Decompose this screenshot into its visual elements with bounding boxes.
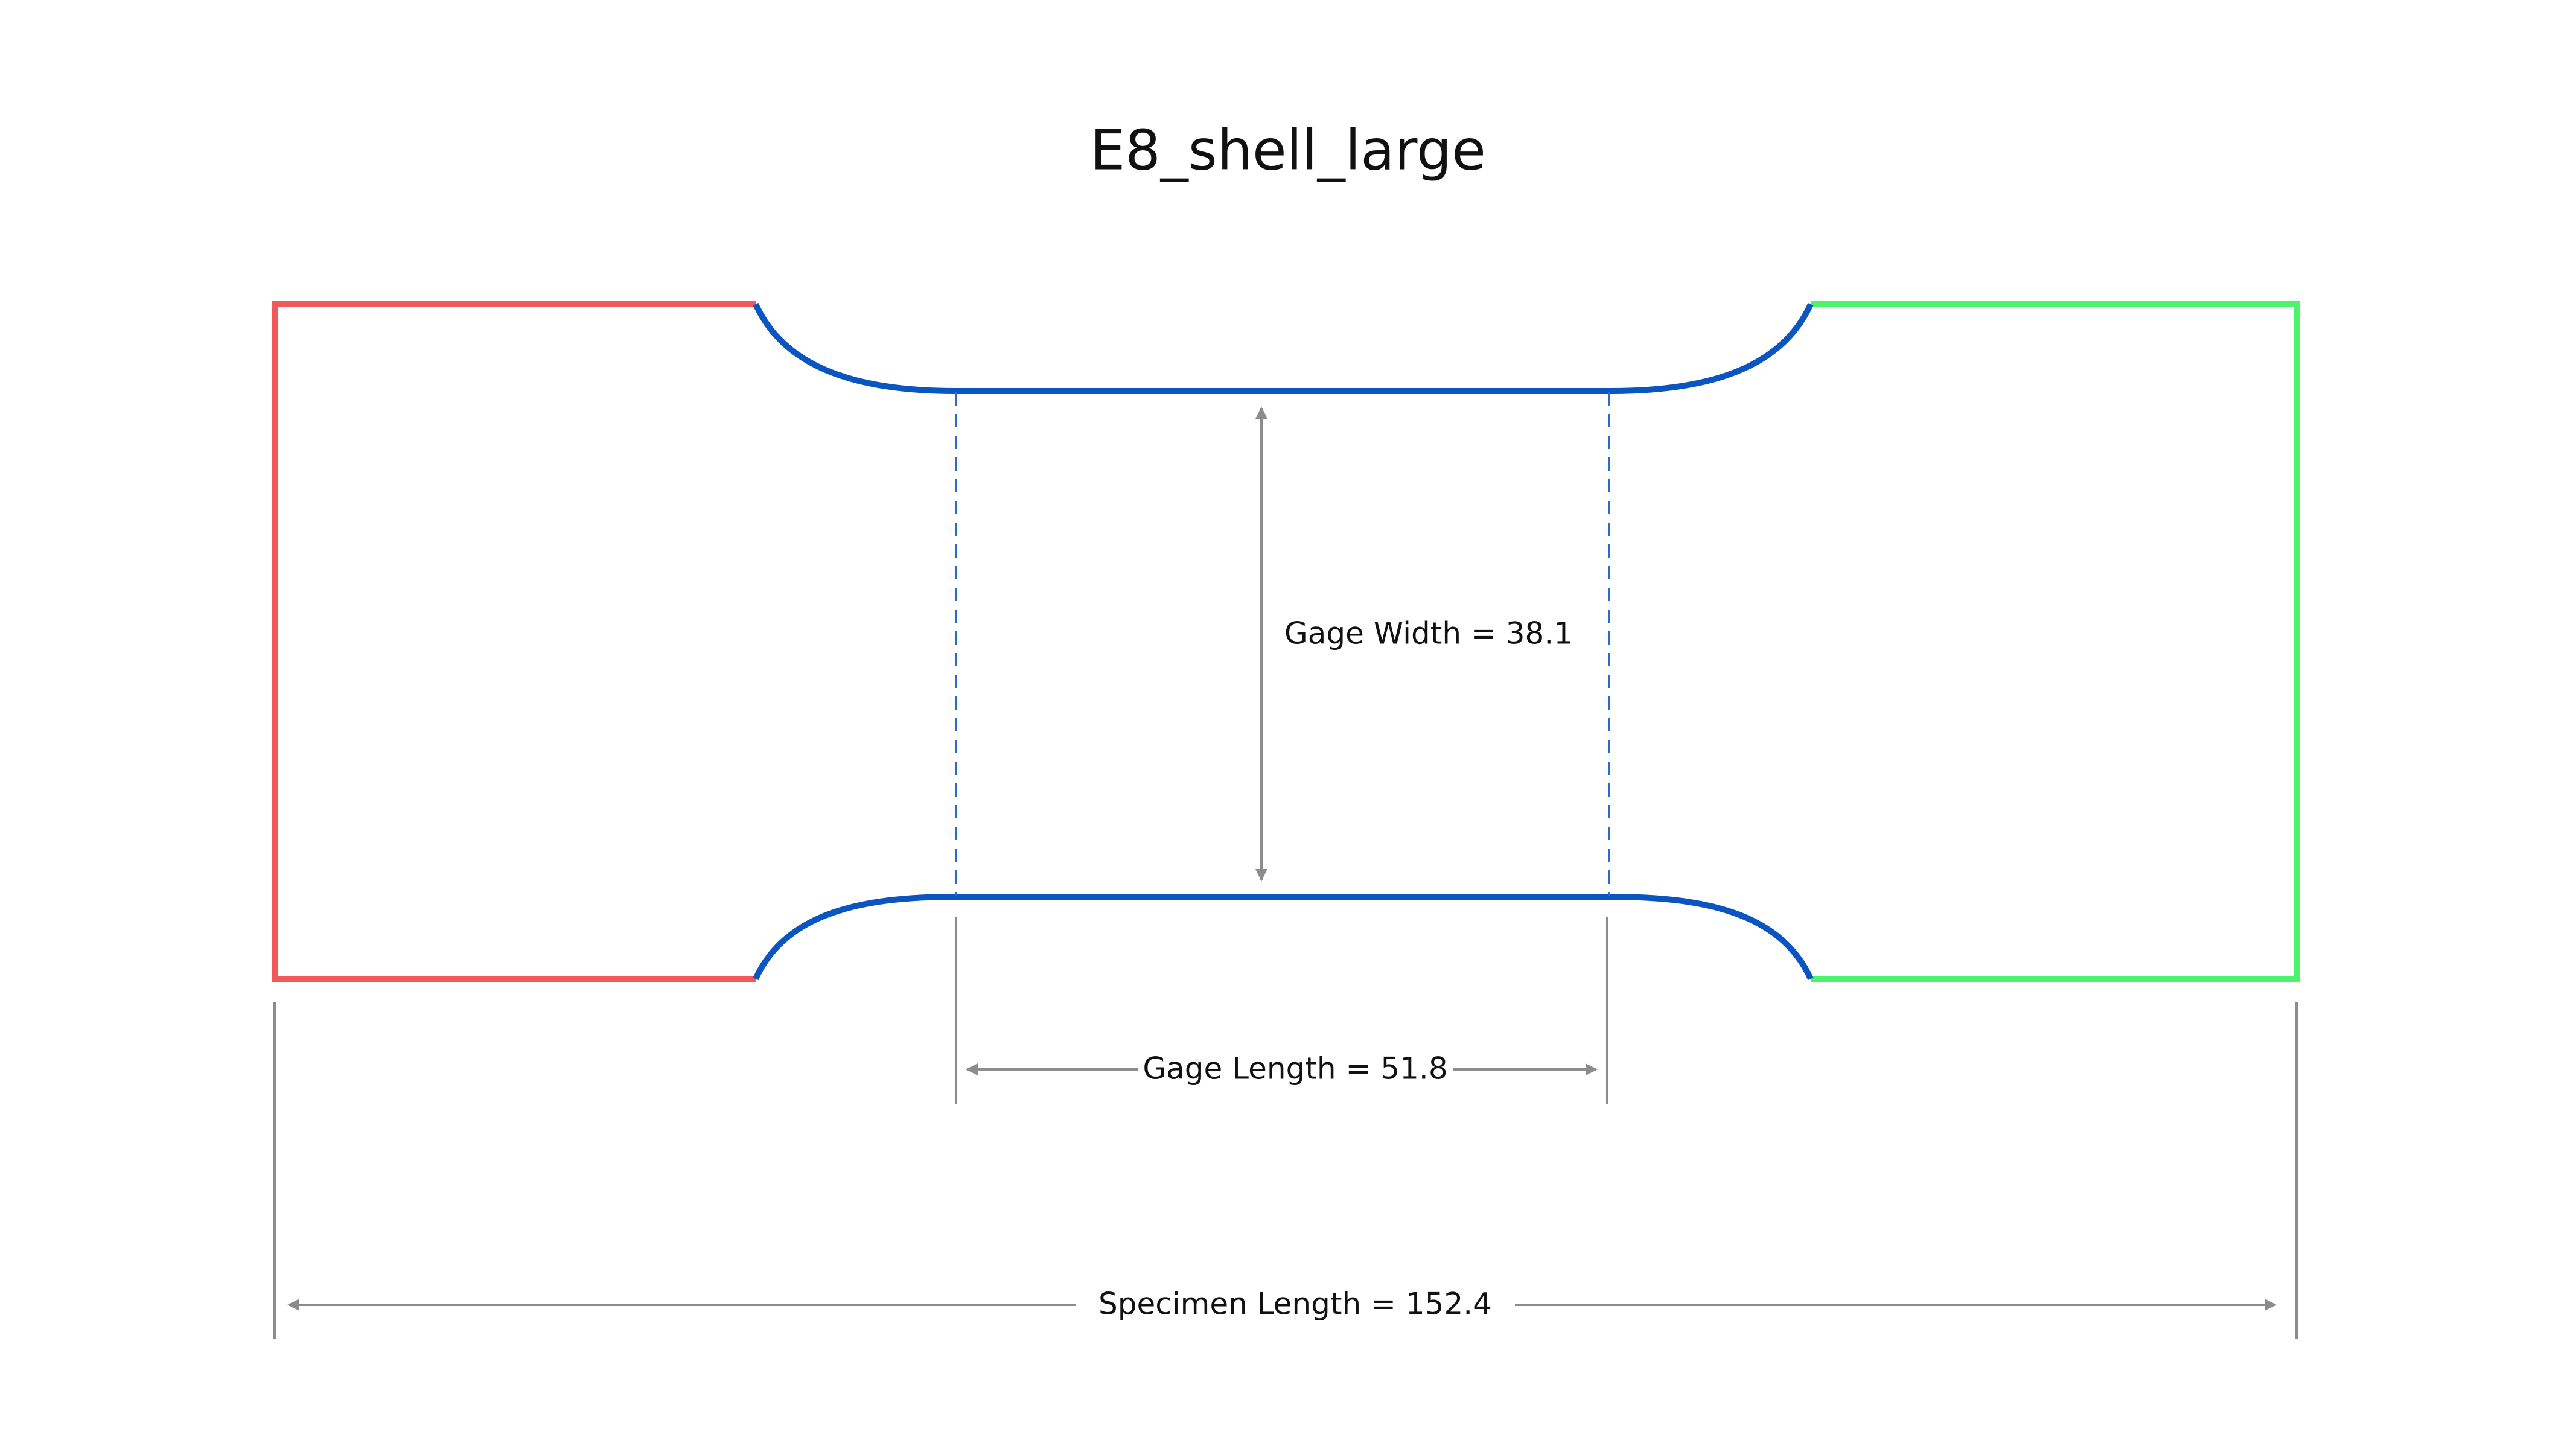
left-grip bbox=[272, 301, 756, 982]
gage-width-label: Gage Width = 38.1 bbox=[1284, 616, 1573, 651]
right-grip bbox=[1811, 301, 2300, 982]
specimen-length-label: Specimen Length = 152.4 bbox=[1098, 1287, 1492, 1322]
gage-bottom-edge bbox=[753, 894, 1814, 981]
gage-top-edge bbox=[753, 302, 1814, 394]
title: E8_shell_large bbox=[1090, 118, 1486, 182]
gage-length-label: Gage Length = 51.8 bbox=[1143, 1051, 1447, 1086]
